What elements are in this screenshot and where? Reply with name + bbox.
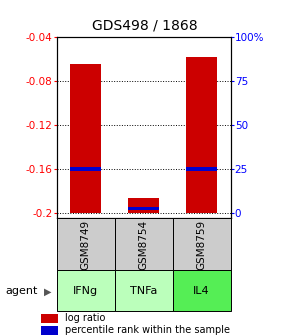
Bar	[57, 218, 115, 270]
Text: GSM8759: GSM8759	[197, 219, 206, 269]
Text: TNFa: TNFa	[130, 286, 157, 296]
Text: agent: agent	[6, 286, 38, 296]
Bar	[173, 218, 231, 270]
Text: log ratio: log ratio	[65, 313, 105, 323]
Bar	[115, 218, 173, 270]
Text: GSM8754: GSM8754	[139, 219, 148, 269]
Bar	[186, 167, 218, 171]
Bar	[115, 270, 173, 311]
Bar	[128, 207, 160, 210]
Text: percentile rank within the sample: percentile rank within the sample	[65, 325, 230, 335]
Bar	[70, 167, 101, 171]
Bar	[41, 326, 58, 335]
Bar	[70, 65, 101, 213]
Text: IL4: IL4	[193, 286, 210, 296]
Text: IFNg: IFNg	[73, 286, 98, 296]
Text: GSM8749: GSM8749	[81, 219, 90, 269]
Bar	[186, 57, 218, 213]
Bar	[41, 313, 58, 323]
Bar	[128, 198, 160, 213]
Bar	[57, 270, 115, 311]
Text: ▶: ▶	[44, 286, 51, 296]
Text: GDS498 / 1868: GDS498 / 1868	[92, 18, 198, 32]
Bar	[173, 270, 231, 311]
